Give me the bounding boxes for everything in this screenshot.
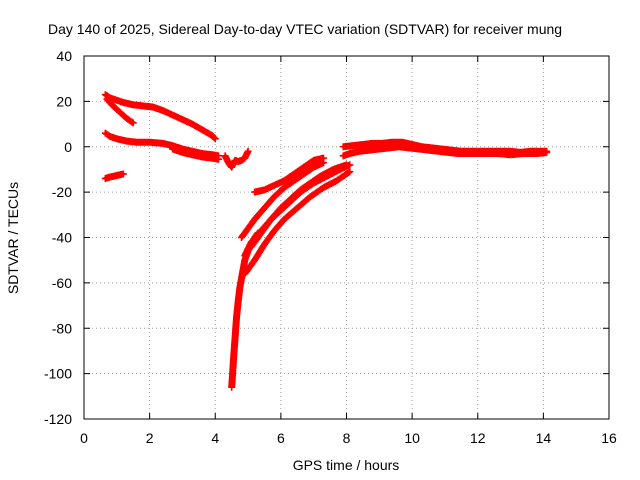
- x-tick-label: 6: [277, 430, 285, 446]
- y-tick-label: 0: [64, 139, 72, 155]
- x-tick-label: 4: [211, 430, 219, 446]
- series-middle-track-lower: [169, 145, 223, 163]
- y-tick-label: 40: [56, 48, 72, 64]
- x-axis-label: GPS time / hours: [293, 457, 400, 473]
- series-upper-branch: [103, 95, 137, 127]
- series-cluster-near-4-5h: [221, 147, 252, 171]
- x-tick-label: 12: [470, 430, 486, 446]
- x-tick-label: 2: [146, 430, 154, 446]
- data-point-markers: [241, 168, 354, 278]
- y-tick-labels: -120 -100 -80 -60 -40 -20 0 20 40: [44, 48, 72, 427]
- x-tick-label: 0: [80, 430, 88, 446]
- data-point-markers: [169, 145, 223, 163]
- data-point-markers: [103, 95, 137, 127]
- series-upper-arc: [101, 91, 219, 143]
- x-tick-label: 14: [536, 430, 552, 446]
- x-tick-labels: 0 2 4 6 8 10 12 14 16: [80, 430, 617, 446]
- data-point-markers: [339, 143, 551, 160]
- data-point-markers: [238, 159, 328, 241]
- data-point-markers: [101, 170, 127, 183]
- x-tick-label: 8: [343, 430, 351, 446]
- data-point-markers: [247, 161, 350, 251]
- data-points: [101, 91, 551, 391]
- axis-ticks: [83, 55, 610, 420]
- grid-lines: [84, 56, 609, 419]
- data-point-markers: [221, 147, 252, 171]
- series-horizontal-20-band: [251, 154, 328, 196]
- y-tick-label: -100: [44, 366, 72, 382]
- series-early-low: [101, 170, 127, 183]
- y-tick-label: 20: [56, 93, 72, 109]
- x-tick-label: 10: [404, 430, 420, 446]
- series-recovery-c: [241, 168, 354, 278]
- y-tick-label: -80: [52, 320, 72, 336]
- y-tick-label: -60: [52, 275, 72, 291]
- series-recovery-a: [238, 159, 328, 241]
- series-recovery-d: [247, 161, 350, 251]
- chart-title: Day 140 of 2025, Sidereal Day-to-day VTE…: [48, 21, 562, 37]
- data-point-markers: [101, 91, 219, 143]
- y-tick-label: -40: [52, 230, 72, 246]
- y-axis-label: SDTVAR / TECUs: [5, 182, 21, 294]
- data-point-markers: [251, 154, 328, 196]
- y-tick-label: -120: [44, 411, 72, 427]
- series-late-track-lower: [339, 143, 551, 160]
- x-tick-label: 16: [601, 430, 617, 446]
- y-tick-label: -20: [52, 184, 72, 200]
